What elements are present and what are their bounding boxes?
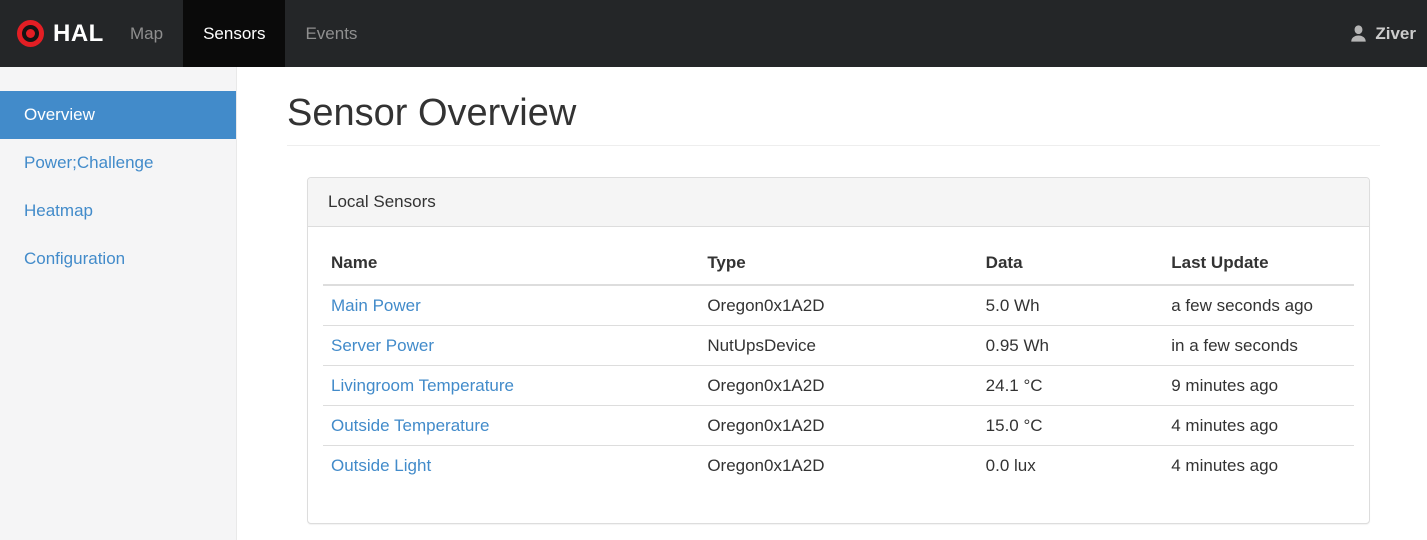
table-row: Livingroom Temperature Oregon0x1A2D 24.1… (323, 365, 1354, 406)
hal-logo-icon (17, 20, 44, 47)
nav-item-events[interactable]: Events (305, 23, 358, 43)
nav-item-map[interactable]: Map (130, 23, 164, 43)
sensor-last-update: in a few seconds (1163, 325, 1354, 366)
table-row: Outside Light Oregon0x1A2D 0.0 lux 4 min… (323, 445, 1354, 485)
user-menu[interactable]: Ziver (1349, 0, 1427, 67)
user-name: Ziver (1375, 23, 1416, 43)
sidebar-item-configuration[interactable]: Configuration (24, 249, 126, 268)
sensor-type: Oregon0x1A2D (699, 365, 978, 406)
brand[interactable]: HAL (0, 0, 110, 67)
page-header: Sensor Overview (287, 92, 1380, 146)
sensor-data: 24.1 °C (977, 365, 1164, 406)
sensor-last-update: 4 minutes ago (1163, 445, 1354, 485)
column-header-last-update: Last Update (1163, 242, 1354, 286)
table-row: Server Power NutUpsDevice 0.95 Wh in a f… (323, 325, 1354, 366)
column-header-data: Data (977, 242, 1164, 286)
sidebar: Overview Power;Challenge Heatmap Configu… (0, 67, 237, 540)
sensor-data: 0.0 lux (977, 445, 1164, 485)
content-row: Overview Power;Challenge Heatmap Configu… (0, 67, 1427, 540)
column-header-name: Name (323, 242, 700, 286)
sensor-link[interactable]: Main Power (331, 296, 421, 315)
sidebar-item-power-challenge[interactable]: Power;Challenge (24, 153, 154, 172)
sensor-link[interactable]: Livingroom Temperature (331, 376, 514, 395)
nav-item-sensors[interactable]: Sensors (183, 0, 286, 67)
column-header-type: Type (699, 242, 978, 286)
sensor-type: Oregon0x1A2D (699, 445, 978, 485)
sensor-last-update: 9 minutes ago (1163, 365, 1354, 406)
sidebar-item-overview[interactable]: Overview (0, 91, 236, 139)
main-content: Sensor Overview Local Sensors Name Type … (237, 67, 1427, 540)
hal-logo-dot (26, 29, 35, 38)
table-header-row: Name Type Data Last Update (323, 242, 1354, 286)
user-icon (1349, 24, 1368, 43)
sensors-table: Name Type Data Last Update Main Power Or… (323, 242, 1354, 485)
sensor-last-update: a few seconds ago (1163, 284, 1354, 326)
brand-label: HAL (53, 19, 104, 47)
panel-heading: Local Sensors (308, 178, 1369, 227)
sensor-link[interactable]: Server Power (331, 336, 434, 355)
main-nav: Map Sensors Events (110, 0, 377, 67)
panel-body: Name Type Data Last Update Main Power Or… (308, 227, 1369, 523)
sensor-data: 15.0 °C (977, 405, 1164, 446)
table-row: Outside Temperature Oregon0x1A2D 15.0 °C… (323, 405, 1354, 446)
sensor-last-update: 4 minutes ago (1163, 405, 1354, 446)
page-title: Sensor Overview (287, 92, 577, 134)
sensor-type: Oregon0x1A2D (699, 284, 978, 326)
nav-spacer (377, 0, 1349, 67)
local-sensors-panel: Local Sensors Name Type Data Last Update (307, 177, 1370, 524)
sensor-link[interactable]: Outside Light (331, 456, 432, 475)
sidebar-item-heatmap[interactable]: Heatmap (24, 201, 93, 220)
sensor-data: 5.0 Wh (977, 284, 1164, 326)
sensor-link[interactable]: Outside Temperature (331, 416, 490, 435)
sensor-type: Oregon0x1A2D (699, 405, 978, 446)
top-navbar: HAL Map Sensors Events Ziver (0, 0, 1427, 67)
sensor-data: 0.95 Wh (977, 325, 1164, 366)
table-row: Main Power Oregon0x1A2D 5.0 Wh a few sec… (323, 284, 1354, 326)
sensor-type: NutUpsDevice (699, 325, 978, 366)
